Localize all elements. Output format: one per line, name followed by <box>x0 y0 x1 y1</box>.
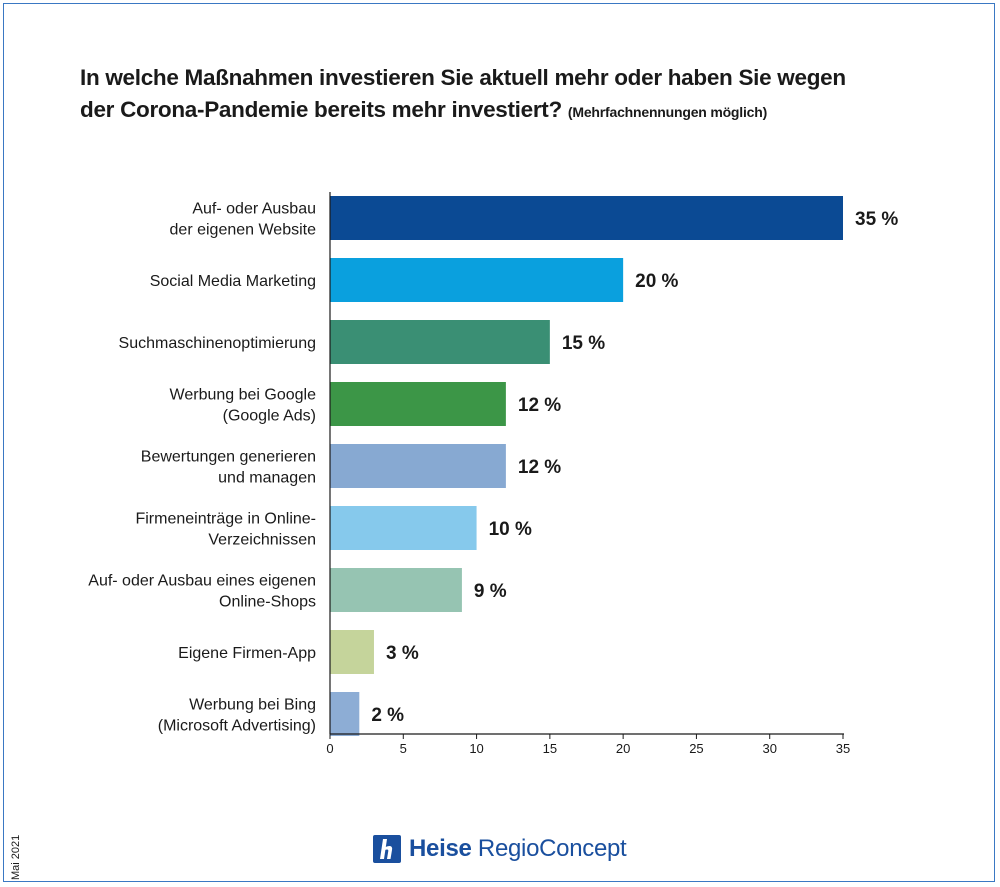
category-label: Auf- oder Ausbau eines eigenen <box>88 573 316 590</box>
bar <box>330 320 550 364</box>
bar-value-label: 3 % <box>386 643 419 664</box>
category-label: Social Media Marketing <box>150 273 316 290</box>
bar <box>330 692 360 736</box>
category-label: der eigenen Website <box>170 222 317 239</box>
bar-value-label: 9 % <box>474 581 507 602</box>
brand-logo: Heise RegioConcept <box>373 832 627 866</box>
category-label: Suchmaschinenoptimierung <box>119 335 316 352</box>
brand-name: Heise RegioConcept <box>409 835 627 863</box>
x-tick-label: 30 <box>762 741 776 756</box>
x-tick-label: 25 <box>689 741 703 756</box>
x-tick-label: 20 <box>616 741 630 756</box>
chart-title: In welche Maßnahmen investieren Sie aktu… <box>80 62 940 128</box>
title-line-1: In welche Maßnahmen investieren Sie aktu… <box>80 65 846 90</box>
chart-frame <box>3 3 995 882</box>
bar <box>330 258 624 302</box>
bar-value-label: 15 % <box>562 333 605 354</box>
bar <box>330 630 374 674</box>
bar <box>330 444 506 488</box>
x-tick-label: 15 <box>543 741 557 756</box>
bar <box>330 196 843 240</box>
x-tick-label: 5 <box>400 741 407 756</box>
bar-value-label: 35 % <box>855 209 898 230</box>
bar-value-label: 10 % <box>489 519 532 540</box>
chart-subtitle: (Mehrfachnennungen möglich) <box>567 104 768 120</box>
category-label: Eigene Firmen-App <box>178 645 316 662</box>
heise-logo-icon <box>373 835 401 863</box>
title-line-2: der Corona-Pandemie bereits mehr investi… <box>80 97 562 122</box>
category-label: (Google Ads) <box>223 408 316 425</box>
x-tick-label: 10 <box>469 741 483 756</box>
category-label: (Microsoft Advertising) <box>158 718 316 735</box>
bar-value-label: 12 % <box>518 457 561 478</box>
category-label: Bewertungen generieren <box>141 449 316 466</box>
bar <box>330 506 477 550</box>
bar-value-label: 20 % <box>635 271 678 292</box>
brand-name-strong: Heise <box>409 835 472 862</box>
category-label: Verzeichnissen <box>208 532 316 549</box>
category-label: und managen <box>218 470 316 487</box>
bar <box>330 382 506 426</box>
category-label: Firmeneinträge in Online- <box>135 511 316 528</box>
category-label: Auf- oder Ausbau <box>192 201 316 218</box>
bar <box>330 568 462 612</box>
bar-chart: 35 % Auf- oder Ausbau der eigenen Website 2… <box>88 192 898 756</box>
date-label: Mai 2021 <box>10 834 22 880</box>
x-tick-label: 0 <box>326 741 333 756</box>
category-label: Werbung bei Google <box>170 387 317 404</box>
category-label: Online-Shops <box>219 594 316 611</box>
x-tick-label: 35 <box>836 741 850 756</box>
category-label: Werbung bei Bing <box>189 697 316 714</box>
bar-value-label: 2 % <box>371 705 404 726</box>
bar-value-label: 12 % <box>518 395 561 416</box>
brand-name-light: RegioConcept <box>477 835 627 862</box>
